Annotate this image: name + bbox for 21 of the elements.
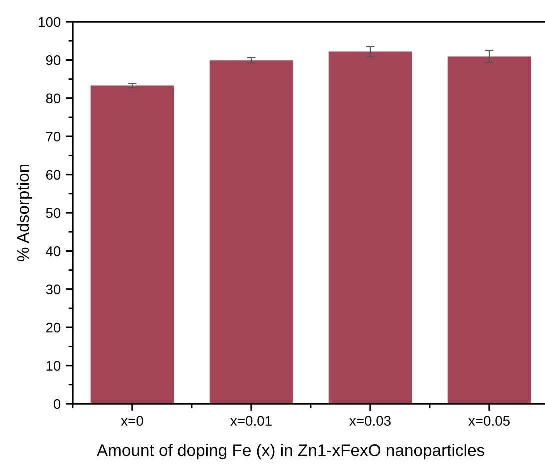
y-tick-label: 70 bbox=[46, 132, 61, 142]
y-tick-label: 80 bbox=[46, 94, 61, 104]
x-tick-label: x=0.03 bbox=[350, 416, 391, 426]
x-tick-label: x=0 bbox=[121, 416, 144, 426]
y-tick-label: 10 bbox=[46, 361, 61, 371]
bar bbox=[448, 56, 532, 404]
bar bbox=[90, 86, 174, 404]
y-tick-label: 90 bbox=[46, 56, 61, 66]
y-tick-label: 50 bbox=[46, 208, 61, 218]
x-tick-label: x=0.05 bbox=[468, 416, 510, 426]
x-axis-title: Amount of doping Fe (x) in Zn1-xFexO nanoparticles bbox=[96, 444, 484, 460]
y-tick-label: 40 bbox=[46, 246, 61, 256]
y-tick-label: 20 bbox=[46, 322, 61, 333]
bar bbox=[328, 52, 412, 404]
y-tick-label: 0 bbox=[54, 399, 61, 410]
y-axis-title: % Adsorption bbox=[16, 164, 32, 262]
y-tick-label: 60 bbox=[46, 170, 61, 180]
bar bbox=[210, 60, 294, 404]
y-tick-label: 30 bbox=[46, 284, 61, 295]
y-tick-label: 100 bbox=[39, 17, 61, 28]
x-tick-label: x=0.01 bbox=[230, 416, 272, 426]
